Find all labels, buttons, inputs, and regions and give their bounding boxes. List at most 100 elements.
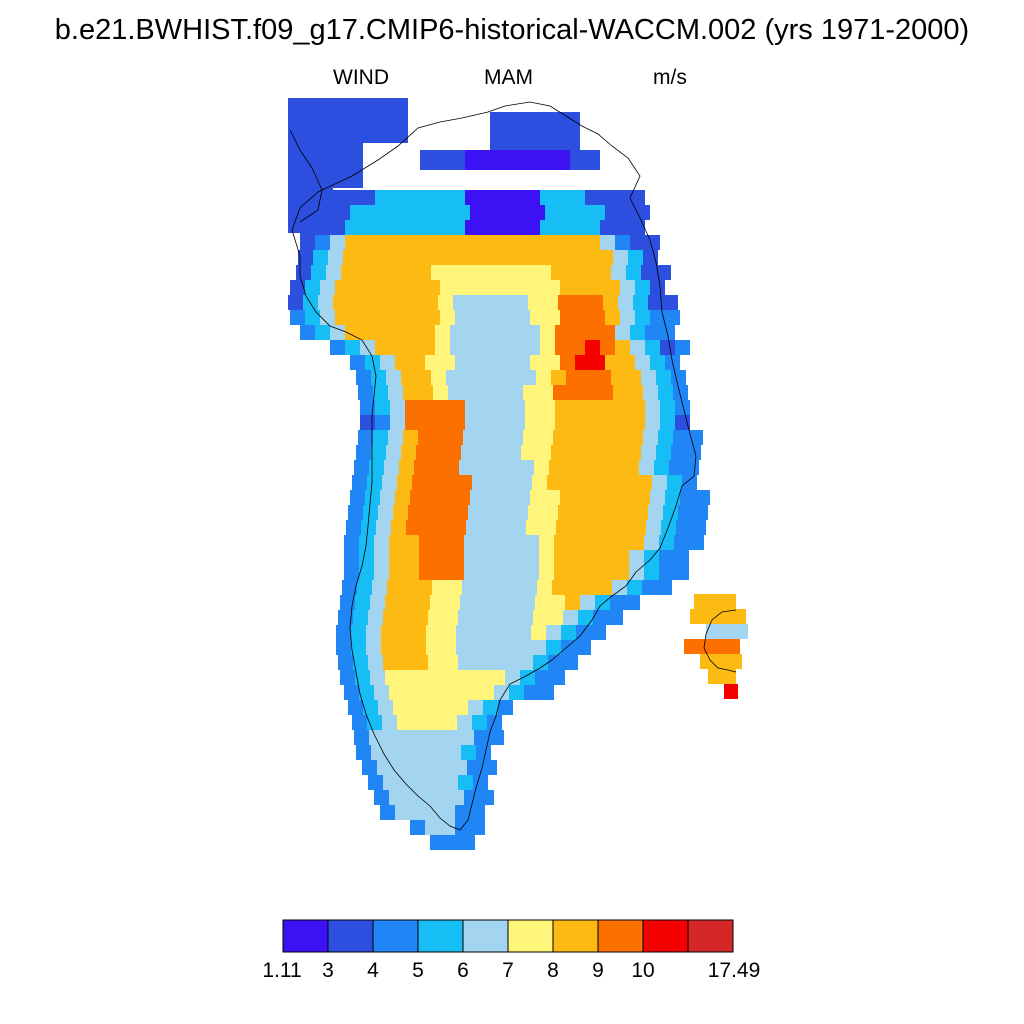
wind-cell: [500, 280, 515, 295]
wind-cell: [525, 190, 540, 205]
wind-cell: [494, 685, 509, 700]
wind-cell: [552, 580, 567, 595]
wind-cell: [356, 445, 371, 460]
wind-cell: [600, 340, 615, 355]
wind-cell: [373, 430, 388, 445]
wind-cell: [390, 340, 405, 355]
wind-cell: [538, 250, 553, 265]
wind-cell: [395, 280, 410, 295]
wind-cell: [470, 805, 485, 820]
wind-cell: [288, 295, 303, 310]
wind-cell: [525, 150, 540, 170]
wind-cell: [353, 610, 368, 625]
wind-cell: [433, 385, 448, 400]
wind-cell: [592, 475, 607, 490]
wind-cell: [616, 520, 631, 535]
wind-cell: [413, 610, 428, 625]
wind-cell: [478, 385, 493, 400]
wind-cell: [510, 150, 525, 170]
wind-cell: [533, 610, 548, 625]
wind-cell: [473, 610, 488, 625]
wind-cell: [495, 340, 510, 355]
wind-cell: [405, 415, 420, 430]
wind-cell: [575, 355, 590, 370]
wind-cell: [381, 625, 396, 640]
wind-cell: [383, 610, 398, 625]
wind-cell: [663, 295, 678, 310]
wind-cell: [345, 235, 360, 250]
wind-cell: [361, 520, 376, 535]
wind-cell: [530, 490, 545, 505]
wind-cell: [376, 520, 391, 535]
wind-cell: [388, 385, 403, 400]
wind-cell: [596, 445, 611, 460]
wind-cell: [629, 550, 644, 565]
wind-cell: [363, 700, 378, 715]
wind-cell: [416, 445, 431, 460]
wind-cell: [465, 325, 480, 340]
wind-cell: [590, 280, 605, 295]
wind-cell: [363, 505, 378, 520]
wind-cell: [414, 730, 429, 745]
wind-cell: [631, 520, 646, 535]
wind-cell: [596, 265, 611, 280]
wind-cell: [524, 550, 539, 565]
wind-cell: [566, 265, 581, 280]
wind-cell: [398, 655, 413, 670]
wind-cell: [675, 340, 690, 355]
wind-cell: [476, 745, 491, 760]
wind-cell: [392, 760, 407, 775]
wind-cell: [568, 430, 583, 445]
wind-cell: [494, 535, 509, 550]
wind-cell: [480, 325, 495, 340]
variable-label: WIND: [333, 66, 389, 89]
wind-cell: [584, 565, 599, 580]
wind-cell: [503, 610, 518, 625]
wind-cell: [594, 460, 609, 475]
wind-cell: [389, 565, 404, 580]
colorbar-box: [687, 919, 734, 953]
wind-cell: [333, 128, 348, 143]
wind-cell: [660, 415, 675, 430]
wind-cell: [573, 295, 588, 310]
wind-cell: [351, 640, 366, 655]
wind-cell: [412, 715, 427, 730]
wind-cell: [669, 460, 684, 475]
wind-cell: [429, 460, 444, 475]
wind-cell: [430, 595, 445, 610]
wind-cell: [584, 535, 599, 550]
wind-cell: [486, 625, 501, 640]
wind-cell: [385, 595, 400, 610]
wind-cell: [694, 594, 708, 609]
wind-cell: [465, 400, 480, 415]
wind-cell: [537, 580, 552, 595]
wind-cell: [395, 310, 410, 325]
wind-cell: [494, 550, 509, 565]
wind-cell: [624, 460, 639, 475]
wind-cell: [360, 220, 375, 235]
colorbar-box: [507, 919, 554, 953]
wind-cell: [618, 295, 633, 310]
wind-cell: [585, 190, 600, 205]
wind-cell: [374, 550, 389, 565]
wind-cell: [470, 820, 485, 835]
colorbar-tick-label: 3: [322, 959, 334, 982]
wind-cell: [530, 310, 545, 325]
wind-cell: [620, 280, 635, 295]
wind-cell: [375, 220, 390, 235]
wind-cell: [581, 265, 596, 280]
wind-cell: [467, 760, 482, 775]
wind-cell: [464, 535, 479, 550]
wind-cell: [449, 685, 464, 700]
wind-cell: [458, 775, 473, 790]
wind-cell: [318, 295, 333, 310]
wind-cell: [342, 580, 357, 595]
wind-cell: [387, 580, 402, 595]
wind-cell: [408, 700, 423, 715]
wind-cell: [530, 205, 545, 220]
wind-cell: [408, 295, 423, 310]
wind-cell: [358, 430, 373, 445]
wind-cell: [505, 595, 520, 610]
wind-cell: [686, 445, 701, 460]
wind-cell: [590, 205, 605, 220]
